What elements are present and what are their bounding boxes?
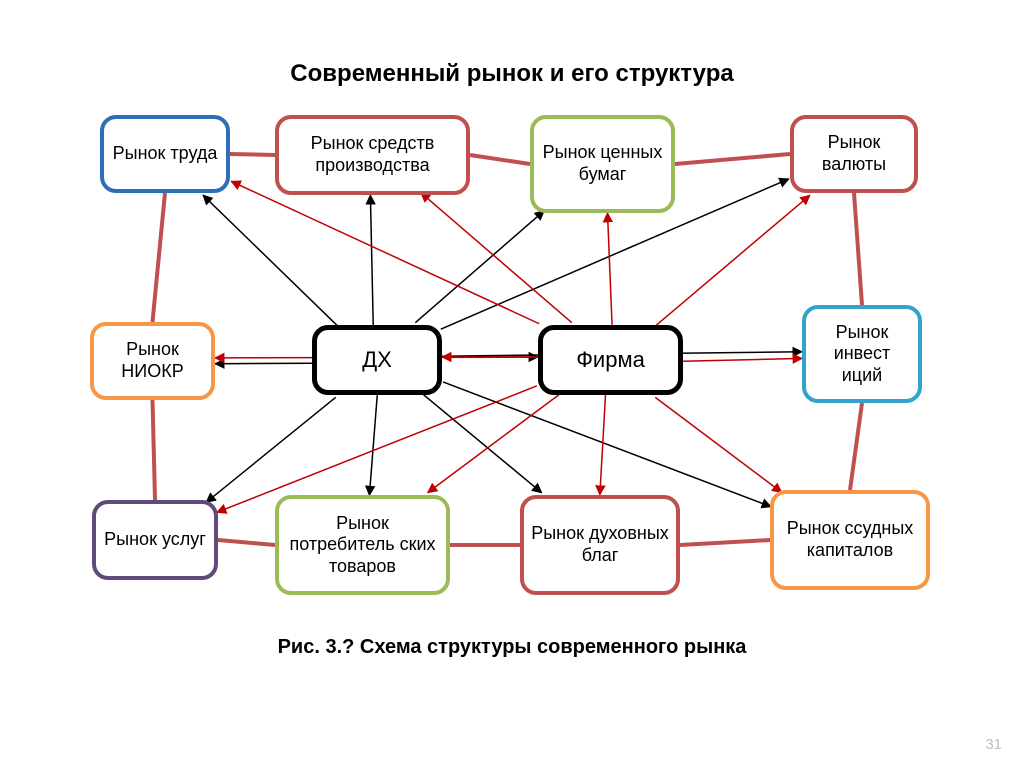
node-labor: Рынок труда [100,115,230,193]
node-niokr: Рынок НИОКР [90,322,215,400]
arrow-firm-services [217,386,537,512]
arrow-firm-labor [231,181,539,323]
node-securities: Рынок ценных бумаг [530,115,675,213]
arrow-firm-loan [655,397,781,492]
node-firm: Фирма [538,325,683,395]
arrow-dh-spiritual [421,393,542,493]
frame-edge [153,400,156,500]
frame-edge [850,403,862,490]
node-prodmeans: Рынок средств производства [275,115,470,195]
arrow-dh-labor [203,195,339,327]
node-currency: Рынок валюты [790,115,918,193]
arrow-dh-consumer [369,395,377,495]
frame-edge [854,193,862,305]
arrow-firm-consumer [428,393,562,493]
arrow-dh-prodmeans [370,195,373,325]
frame-edge [218,540,275,545]
arrow-dh-loan [443,382,771,507]
frame-edge [230,154,275,155]
frame-edge [680,540,770,545]
frame-edge [675,154,790,164]
diagram-caption: Рис. 3.? Схема структуры современного ры… [0,636,1024,659]
arrow-firm-invest [683,358,802,361]
frame-edge [153,193,166,322]
frame-edge [470,155,530,164]
node-loan: Рынок ссудных капиталов [770,490,930,590]
diagram-title: Современный рынок и его структура [0,60,1024,88]
node-dh: ДХ [312,325,442,395]
arrow-firm-securities [607,213,612,325]
arrow-firm-spiritual [600,395,606,495]
node-services: Рынок услуг [92,500,218,580]
page-number: 31 [985,736,1002,753]
arrow-dh-securities [415,211,544,323]
node-consumer: Рынок потребитель ских товаров [275,495,450,595]
node-invest: Рынок инвест иций [802,305,922,403]
node-spiritual: Рынок духовных благ [520,495,680,595]
arrow-firm-currency [654,195,810,327]
arrow-dh-services [206,397,336,502]
